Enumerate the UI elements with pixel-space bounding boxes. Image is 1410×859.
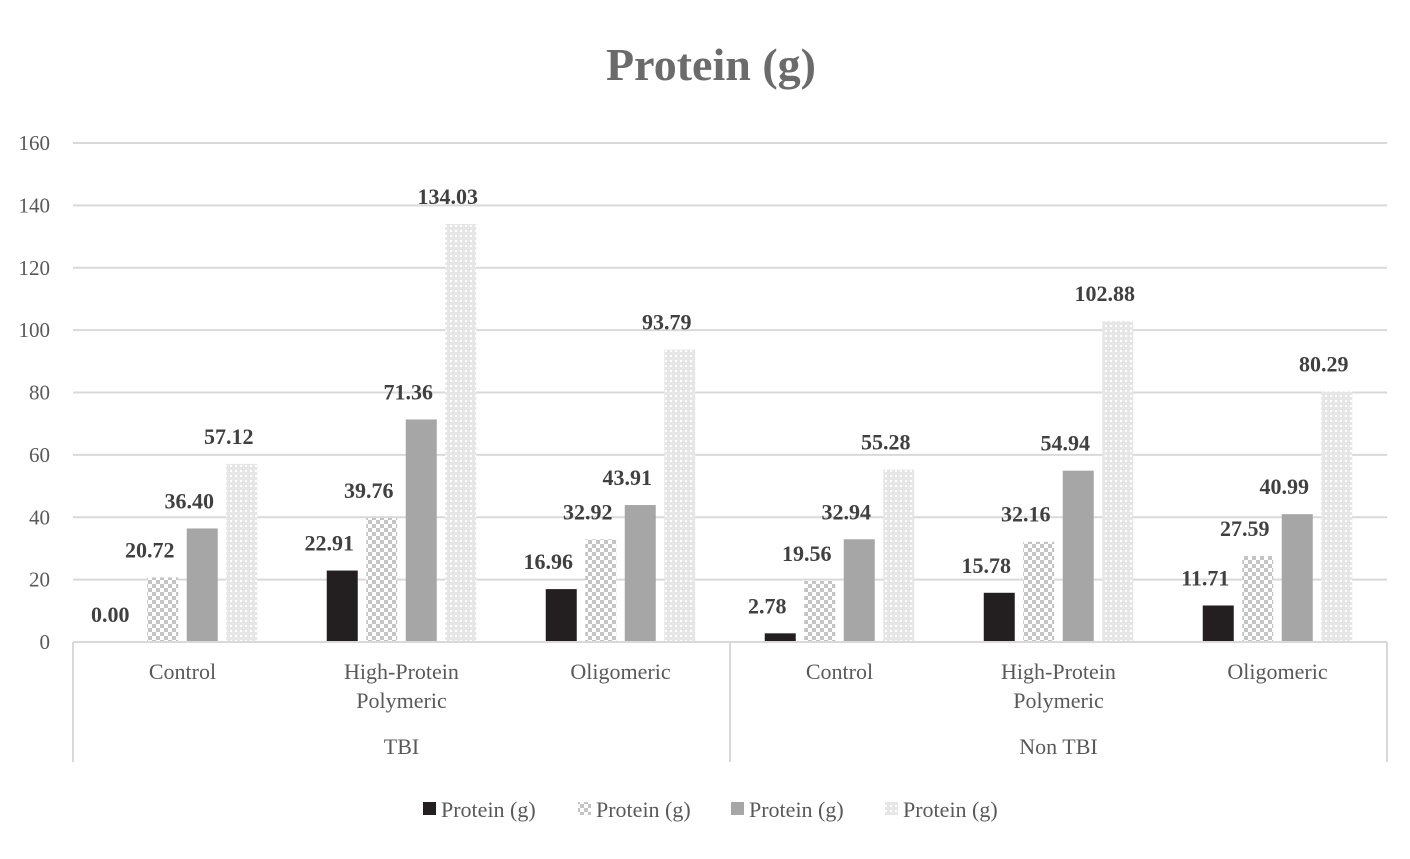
y-tick-label: 60 xyxy=(29,443,50,467)
bar-series-1 xyxy=(983,592,1015,642)
bar-series-4 xyxy=(664,349,696,642)
data-label: 40.99 xyxy=(1260,474,1310,499)
x-axis: Control High-Protein Polymeric Oligomeric Co… xyxy=(72,641,1388,762)
x-tick-label: Polymeric xyxy=(356,688,447,713)
chart-title: Protein (g) xyxy=(606,39,816,90)
legend-swatch xyxy=(578,802,591,815)
data-label: 102.88 xyxy=(1075,281,1136,306)
bar-series-3 xyxy=(624,505,656,642)
data-label: 57.12 xyxy=(204,424,254,449)
y-tick-label: 40 xyxy=(29,505,50,529)
legend-swatch xyxy=(885,802,898,815)
data-label: 19.56 xyxy=(782,541,832,566)
data-label: 36.40 xyxy=(165,488,215,513)
bar-series-4 xyxy=(445,223,477,642)
data-label: 2.78 xyxy=(748,593,787,618)
data-label: 27.59 xyxy=(1220,516,1270,541)
bar-series-4 xyxy=(1321,391,1353,642)
bar-series-3 xyxy=(1062,470,1094,642)
data-label: 54.94 xyxy=(1041,431,1091,456)
legend-swatch xyxy=(731,802,744,815)
x-tick-label: High-Protein xyxy=(1001,659,1116,684)
bar-series-2 xyxy=(147,577,179,642)
y-tick-label: 80 xyxy=(29,381,50,405)
legend-label: Protein (g) xyxy=(903,797,998,822)
bar-series-4 xyxy=(883,469,915,642)
x-tick-label: Polymeric xyxy=(1013,688,1104,713)
data-label: 39.76 xyxy=(344,478,394,503)
bar-series-1 xyxy=(764,633,796,642)
bar-series-3 xyxy=(186,528,218,642)
data-label: 71.36 xyxy=(384,379,434,404)
bar-series-4 xyxy=(1102,321,1134,642)
y-tick-label: 0 xyxy=(40,630,51,654)
data-label: 20.72 xyxy=(125,537,175,562)
data-label: 43.91 xyxy=(603,465,653,490)
legend-label: Protein (g) xyxy=(749,797,844,822)
y-tick-label: 140 xyxy=(19,193,51,217)
data-label: 32.94 xyxy=(822,499,872,524)
group-label: TBI xyxy=(384,734,419,759)
bar-series-3 xyxy=(1281,514,1313,642)
bar-series-2 xyxy=(804,580,836,642)
data-label: 11.71 xyxy=(1181,565,1229,590)
legend-label: Protein (g) xyxy=(596,797,691,822)
data-label: 22.91 xyxy=(305,531,355,556)
legend-label: Protein (g) xyxy=(441,797,536,822)
data-label: 32.16 xyxy=(1001,502,1051,527)
data-label: 55.28 xyxy=(861,430,911,455)
data-label: 16.96 xyxy=(524,549,574,574)
bar-series-2 xyxy=(1242,555,1274,642)
bar-series-1 xyxy=(326,570,358,642)
x-tick-label: Control xyxy=(149,659,216,684)
bar-series-3 xyxy=(405,419,437,642)
bar-series-1 xyxy=(1202,605,1234,642)
y-tick-label: 120 xyxy=(19,256,51,280)
data-label: 93.79 xyxy=(642,309,692,334)
data-label: 32.92 xyxy=(563,499,613,524)
bar-series-2 xyxy=(1023,541,1055,642)
data-label: 134.03 xyxy=(418,184,479,209)
data-label: 80.29 xyxy=(1299,352,1349,377)
data-label: 15.78 xyxy=(962,553,1012,578)
x-tick-label: Oligomeric xyxy=(1227,659,1327,684)
bar-series-3 xyxy=(843,539,875,642)
data-labels: 0.00 22.91 16.96 2.78 15.78 11.71 20.72 39.76 32… xyxy=(91,184,1349,627)
legend: Protein (g) Protein (g) Protein (g) Protein… xyxy=(423,797,998,822)
gridlines xyxy=(73,142,1387,581)
bar-series-4 xyxy=(226,463,258,642)
x-tick-label: Control xyxy=(806,659,873,684)
bars xyxy=(147,223,1353,642)
bar-series-2 xyxy=(585,539,617,642)
bar-series-2 xyxy=(366,517,398,642)
y-axis: 0 20 40 60 80 100 120 140 160 xyxy=(19,131,51,654)
y-tick-label: 160 xyxy=(19,131,51,155)
data-label: 0.00 xyxy=(91,602,130,627)
group-label: Non TBI xyxy=(1019,734,1097,759)
x-tick-label: High-Protein xyxy=(344,659,459,684)
legend-swatch xyxy=(423,802,436,815)
y-tick-label: 100 xyxy=(19,318,51,342)
x-tick-label: Oligomeric xyxy=(570,659,670,684)
y-tick-label: 20 xyxy=(29,568,50,592)
bar-series-1 xyxy=(545,589,577,642)
